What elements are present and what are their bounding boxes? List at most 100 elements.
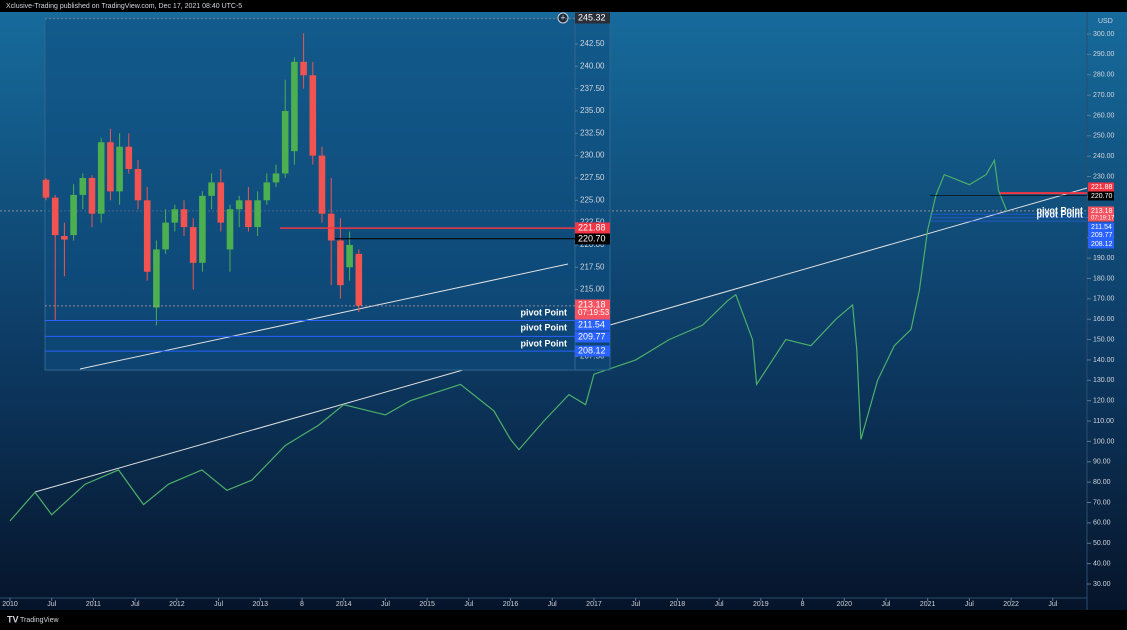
- trend-line: [34, 369, 464, 493]
- y-tick-label: 40.00: [1093, 560, 1111, 567]
- inset-chart: 242.50 240.00 237.50 235.00 232.50 230.00 227.…: [42, 12, 610, 361]
- price-label: 213.18: [1091, 208, 1113, 215]
- y-tick-label: 230.00: [1093, 173, 1115, 180]
- x-tick-label: 2019: [753, 601, 769, 608]
- price-label: 209.77: [1091, 232, 1113, 239]
- price-label: 213.18: [578, 299, 606, 309]
- candle-body: [337, 240, 344, 286]
- x-tick-label: Jul: [1048, 601, 1057, 608]
- y-tick-label: 217.50: [580, 262, 605, 271]
- price-label-box: [1088, 182, 1114, 192]
- y-tick-label: 90.00: [1093, 459, 1111, 466]
- add-button[interactable]: [557, 12, 569, 24]
- y-tick-label: 260.00: [1093, 112, 1115, 119]
- price-label-box: [575, 331, 610, 343]
- price-label-box: [1088, 191, 1114, 201]
- price-label: 221.88: [1091, 184, 1113, 191]
- price-label-box: [1088, 239, 1114, 249]
- countdown: 07:19:53: [578, 308, 610, 317]
- pivot-label: pivot Point: [521, 322, 568, 332]
- y-tick-label: 242.50: [580, 39, 605, 48]
- x-tick-label: 2018: [670, 601, 686, 608]
- y-tick-label: 230.00: [580, 151, 605, 160]
- price-label-box: [575, 222, 610, 234]
- y-tick-label: 227.50: [580, 173, 605, 182]
- candle-body: [245, 200, 252, 228]
- candle-body: [143, 200, 151, 272]
- y-tick-label: 180.00: [1093, 275, 1115, 282]
- y-tick-label: 100.00: [1093, 438, 1115, 445]
- price-label: 220.70: [1091, 193, 1113, 200]
- x-tick-label: Jul: [965, 601, 974, 608]
- candle-body: [134, 169, 142, 201]
- x-tick-label: 2011: [86, 601, 101, 608]
- y-tick-label: 280.00: [1093, 72, 1115, 79]
- candle-body: [42, 179, 50, 198]
- x-tick-label: Jul: [631, 601, 640, 608]
- candle-body: [291, 61, 298, 152]
- candle-body: [88, 177, 96, 214]
- x-tick-label: 8: [300, 601, 304, 608]
- price-label-box: [1088, 230, 1114, 240]
- candle-body: [107, 142, 114, 192]
- x-tick-label: 2012: [169, 601, 185, 608]
- header-text: Xclusive-Trading published on TradingVie…: [6, 3, 242, 10]
- candle-body: [263, 182, 271, 201]
- price-label-box: [575, 299, 610, 320]
- candle-body: [300, 61, 307, 76]
- candle-body: [116, 146, 123, 192]
- candle-body: [97, 142, 105, 214]
- candle-body: [355, 253, 363, 306]
- footer-bar: [0, 610, 1127, 630]
- candle-body: [226, 209, 234, 250]
- candle-body: [180, 209, 188, 228]
- candle-body: [125, 146, 133, 170]
- currency: USD: [1098, 18, 1113, 25]
- candle-body: [272, 173, 280, 183]
- y-tick-label: 220.00: [580, 240, 605, 249]
- main-chart: 300.00 290.00 280.00 270.00 260.00 250.00 240.…: [0, 31, 1115, 608]
- price-label: 209.77: [578, 331, 606, 341]
- price-label: 245.32: [578, 12, 606, 22]
- price-label-box: [1088, 222, 1114, 232]
- header-bar: [0, 0, 1127, 12]
- add-icon[interactable]: +: [560, 12, 565, 22]
- price-line: [9, 158, 1008, 522]
- pivot-label: pivot Point: [1037, 209, 1084, 219]
- candle-body: [189, 227, 197, 263]
- candle-body: [217, 182, 225, 223]
- y-tick-label: 140.00: [1093, 357, 1115, 364]
- x-tick-label: 2010: [2, 601, 18, 608]
- y-tick-label: 235.00: [580, 106, 605, 115]
- y-tick-label: 232.50: [580, 128, 605, 137]
- y-tick-label: 222.50: [580, 218, 605, 227]
- y-tick-label: 290.00: [1093, 51, 1115, 58]
- y-tick-label: 225.00: [580, 195, 605, 204]
- pivot-label: pivot Point: [1037, 205, 1084, 215]
- pivot-label: pivot Point: [521, 338, 568, 348]
- x-tick-label: 2016: [503, 601, 519, 608]
- y-tick-label: 240.00: [1093, 153, 1115, 160]
- x-tick-label: Jul: [881, 601, 890, 608]
- x-tick-label: Jul: [47, 601, 56, 608]
- y-tick-label: 190.00: [1093, 255, 1115, 262]
- x-tick-label: 2013: [252, 601, 268, 608]
- x-tick-label: 8: [801, 601, 805, 608]
- price-label: 208.12: [578, 345, 606, 355]
- pivot-label: pivot Point: [521, 307, 568, 317]
- footer-text: TradingView: [20, 617, 59, 624]
- candle-body: [281, 110, 289, 174]
- y-tick-label: 70.00: [1093, 499, 1111, 506]
- candle-body: [199, 195, 206, 263]
- y-tick-label: 110.00: [1093, 418, 1114, 425]
- y-tick-label: 240.00: [580, 61, 605, 70]
- x-tick-label: Jul: [214, 601, 223, 608]
- y-tick-label: 215.00: [580, 285, 605, 294]
- candle-body: [153, 249, 160, 308]
- price-label: 211.54: [1091, 224, 1112, 231]
- x-tick-label: Jul: [464, 601, 473, 608]
- candle-body: [235, 200, 243, 210]
- candle-body: [61, 236, 68, 240]
- price-label-box: [575, 233, 610, 245]
- candle-body: [162, 222, 169, 250]
